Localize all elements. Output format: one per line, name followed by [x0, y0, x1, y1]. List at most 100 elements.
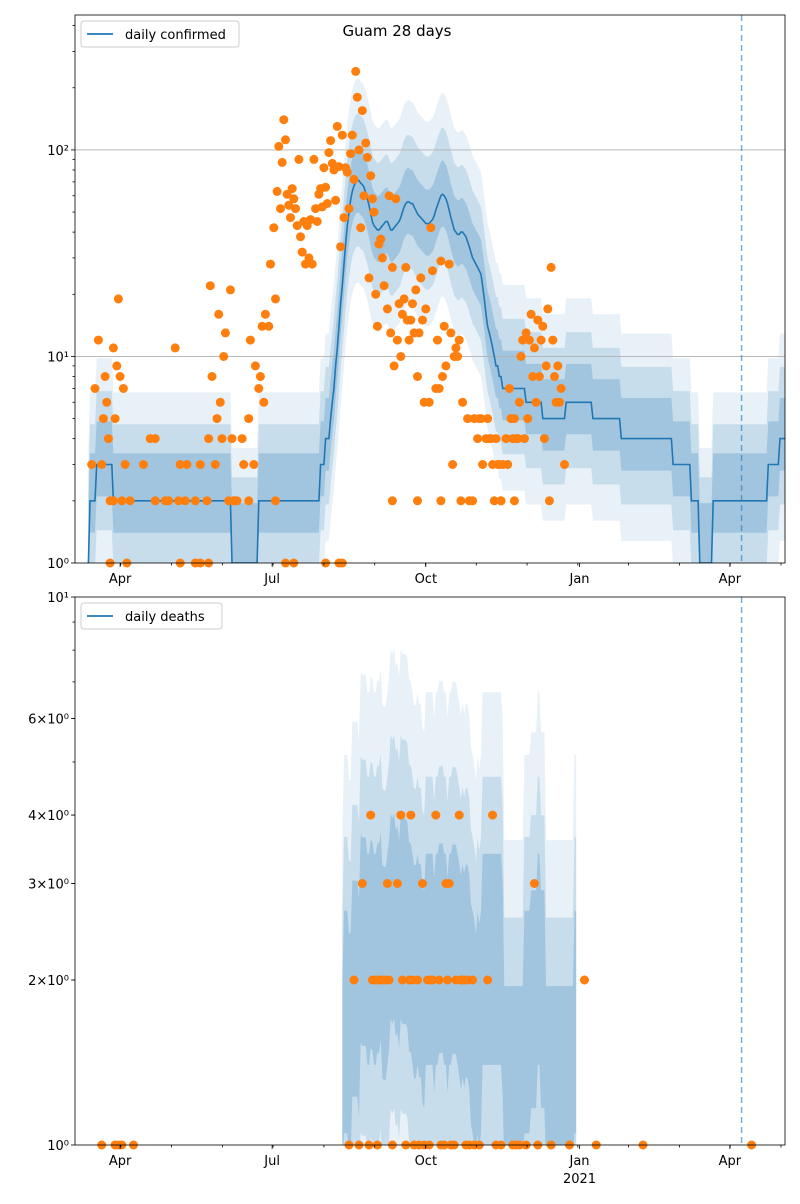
x-tick-label: Jul	[263, 572, 280, 587]
data-point	[464, 496, 474, 506]
data-point	[207, 372, 217, 381]
data-point	[93, 335, 103, 345]
data-point	[538, 321, 548, 331]
x-tick-label: Jul	[263, 1154, 280, 1169]
data-point	[397, 975, 407, 985]
data-point	[529, 343, 539, 353]
data-point	[354, 145, 364, 155]
data-point	[553, 361, 563, 371]
legend-box	[80, 20, 240, 48]
data-point	[414, 328, 424, 338]
data-point	[404, 335, 414, 345]
data-point	[458, 397, 468, 407]
data-point	[509, 496, 519, 506]
data-point	[269, 223, 279, 233]
data-point	[443, 975, 452, 985]
data-point	[473, 434, 483, 444]
data-point	[424, 397, 434, 407]
data-point	[217, 434, 227, 444]
x-tick-label: Jan	[568, 1154, 589, 1169]
data-point	[175, 460, 185, 469]
data-point	[174, 496, 184, 506]
data-point	[454, 810, 464, 820]
legend: daily deaths	[80, 602, 223, 630]
data-point	[392, 335, 402, 345]
data-point	[339, 213, 349, 223]
legend-box	[80, 602, 223, 630]
data-point	[426, 223, 436, 233]
data-point	[204, 434, 214, 444]
data-point	[516, 352, 526, 361]
data-point	[501, 434, 511, 444]
data-point	[503, 460, 513, 469]
data-point	[401, 262, 411, 272]
y-tick-label: 10¹	[47, 350, 69, 365]
data-point	[372, 321, 382, 331]
data-point	[418, 879, 427, 888]
data-point	[454, 335, 464, 345]
x-tick-label: Jan	[568, 572, 589, 587]
data-point	[289, 194, 299, 204]
data-point	[220, 328, 230, 338]
data-point	[384, 191, 394, 201]
data-point	[108, 496, 118, 506]
data-point	[272, 186, 282, 196]
data-point	[483, 975, 493, 985]
data-point	[352, 92, 362, 102]
data-point	[271, 294, 280, 304]
x-tick-label: Apr	[719, 572, 742, 587]
data-point	[312, 217, 322, 226]
data-point	[366, 810, 376, 820]
data-point	[436, 256, 446, 266]
data-point	[331, 195, 341, 205]
data-point	[382, 879, 392, 888]
data-point	[274, 141, 284, 151]
data-point	[284, 200, 294, 210]
data-point	[164, 496, 174, 506]
data-point	[279, 115, 289, 125]
uncertainty-band	[342, 735, 577, 1145]
data-point	[555, 397, 564, 407]
data-point	[254, 384, 264, 393]
data-point	[513, 434, 523, 444]
data-point	[250, 361, 260, 371]
x-tick-label: Apr	[109, 1154, 132, 1169]
data-point	[182, 460, 192, 469]
data-point	[351, 66, 361, 76]
data-point	[433, 335, 442, 345]
data-point	[524, 335, 534, 345]
data-point	[408, 299, 417, 309]
axes-frame	[74, 14, 786, 564]
y-tick-label: 10¹	[47, 591, 69, 606]
data-point	[356, 223, 366, 233]
data-point	[120, 460, 130, 469]
data-point	[377, 253, 387, 263]
data-point	[319, 163, 329, 173]
data-point	[444, 259, 454, 269]
data-point	[399, 294, 409, 304]
data-point	[441, 361, 451, 371]
data-point	[294, 154, 304, 164]
data-point	[357, 879, 367, 888]
data-point	[190, 496, 200, 506]
data-point	[324, 148, 334, 158]
data-point	[212, 414, 222, 424]
data-point	[534, 372, 544, 381]
data-point	[210, 460, 220, 469]
y-tick-label: 2×10⁰	[28, 974, 69, 989]
data-point	[529, 879, 539, 888]
uncertainty-band	[88, 113, 785, 563]
data-point	[112, 361, 122, 371]
data-point	[347, 130, 357, 140]
data-point	[396, 352, 406, 361]
data-point	[446, 328, 456, 338]
data-point	[456, 496, 466, 506]
data-point	[287, 184, 297, 194]
data-point	[296, 232, 305, 242]
uncertainty-band	[88, 146, 785, 563]
data-point	[249, 460, 259, 469]
data-point	[97, 460, 107, 469]
data-point	[546, 262, 556, 272]
data-point	[379, 281, 389, 291]
data-point	[438, 372, 447, 381]
